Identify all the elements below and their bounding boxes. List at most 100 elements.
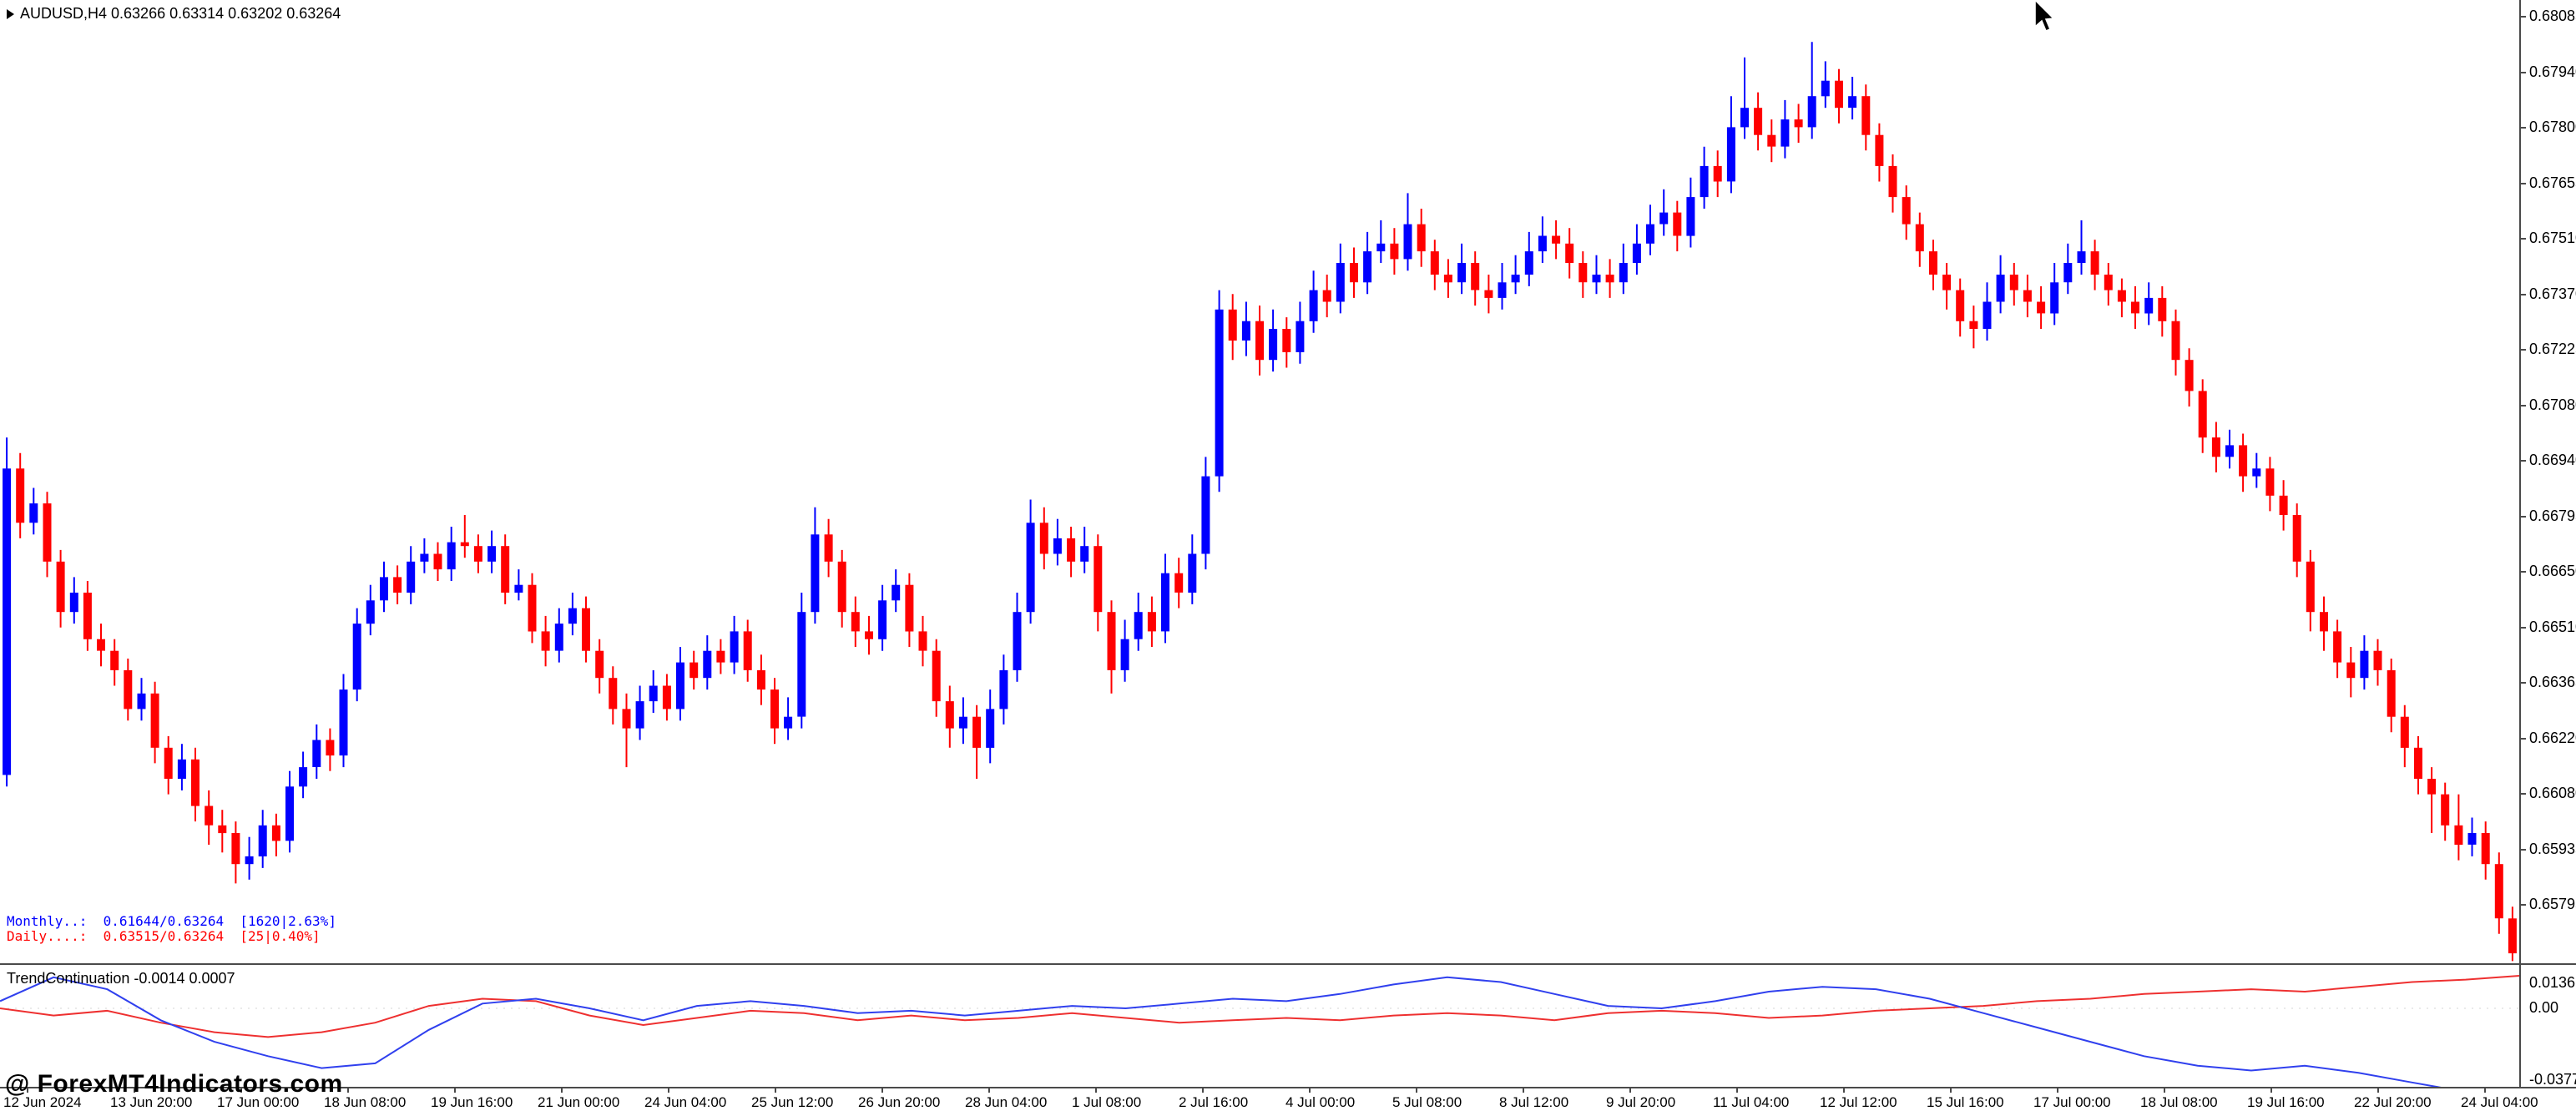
time-axis-label: 1 Jul 08:00 bbox=[1072, 1094, 1142, 1110]
chart-indicator-splitter[interactable] bbox=[0, 963, 2576, 965]
price-axis-label: 0.67655 bbox=[2529, 174, 2576, 191]
time-axis-label: 18 Jun 08:00 bbox=[324, 1094, 407, 1110]
time-axis-label: 21 Jun 00:00 bbox=[538, 1094, 620, 1110]
daily-range-overlay: Daily....: 0.63515/0.63264 [25|0.40%] bbox=[7, 928, 321, 944]
time-axis-label: 24 Jun 04:00 bbox=[644, 1094, 727, 1110]
time-axis-tick bbox=[668, 1087, 669, 1093]
indicator-axis-label-low: -0.0377 bbox=[2529, 1071, 2576, 1088]
price-axis-tick bbox=[2521, 16, 2526, 18]
price-axis-tick bbox=[2521, 404, 2526, 407]
time-axis-tick bbox=[1416, 1087, 1417, 1093]
price-axis-tick bbox=[2521, 71, 2526, 73]
price-axis-tick bbox=[2521, 737, 2526, 740]
time-axis-tick bbox=[2484, 1087, 2486, 1093]
price-axis-line bbox=[2519, 0, 2521, 1088]
time-axis-tick bbox=[347, 1087, 349, 1093]
time-axis-tick bbox=[2164, 1087, 2165, 1093]
time-axis-tick bbox=[1843, 1087, 1845, 1093]
time-axis-tick bbox=[1629, 1087, 1631, 1093]
price-axis-tick bbox=[2521, 460, 2526, 462]
symbol-marker-icon bbox=[7, 8, 14, 19]
price-axis-tick bbox=[2521, 182, 2526, 184]
time-axis-tick bbox=[134, 1087, 135, 1093]
time-axis-label: 9 Jul 20:00 bbox=[1606, 1094, 1676, 1110]
price-axis-tick bbox=[2521, 682, 2526, 684]
price-axis-tick bbox=[2521, 571, 2526, 573]
time-axis-label: 19 Jun 16:00 bbox=[431, 1094, 513, 1110]
time-axis-label: 12 Jun 2024 bbox=[3, 1094, 82, 1110]
time-axis-tick bbox=[561, 1087, 563, 1093]
time-axis-tick bbox=[988, 1087, 990, 1093]
time-axis-tick bbox=[775, 1087, 776, 1093]
time-axis-label: 5 Jul 08:00 bbox=[1392, 1094, 1462, 1110]
mouse-cursor-icon bbox=[2034, 0, 2055, 33]
time-axis-tick bbox=[1202, 1087, 1204, 1093]
time-axis-tick bbox=[2057, 1087, 2058, 1093]
symbol-ohlc-line: AUDUSD,H4 0.63266 0.63314 0.63202 0.6326… bbox=[7, 5, 341, 23]
time-axis-tick bbox=[454, 1087, 456, 1093]
price-axis-label: 0.65795 bbox=[2529, 896, 2576, 912]
symbol-ohlc-text: AUDUSD,H4 0.63266 0.63314 0.63202 0.6326… bbox=[20, 5, 341, 22]
candlestick-chart[interactable] bbox=[0, 0, 2519, 963]
time-axis-tick bbox=[1095, 1087, 1097, 1093]
price-axis-tick bbox=[2521, 127, 2526, 129]
time-axis-label: 11 Jul 04:00 bbox=[1713, 1094, 1790, 1110]
indicator-title: TrendContinuation -0.0014 0.0007 bbox=[7, 970, 235, 987]
indicator-axis-label-high: 0.0136 bbox=[2529, 974, 2576, 991]
price-axis-tick bbox=[2521, 293, 2526, 295]
time-axis-label: 18 Jul 08:00 bbox=[2140, 1094, 2218, 1110]
time-axis-tick bbox=[27, 1087, 28, 1093]
time-axis-label: 12 Jul 12:00 bbox=[1820, 1094, 1897, 1110]
time-axis-tick bbox=[1950, 1087, 1952, 1093]
price-axis-tick bbox=[2521, 238, 2526, 240]
time-axis-label: 8 Jul 12:00 bbox=[1499, 1094, 1569, 1110]
monthly-range-overlay: Monthly..: 0.61644/0.63264 [1620|2.63%] bbox=[7, 913, 336, 929]
time-axis-label: 13 Jun 20:00 bbox=[110, 1094, 193, 1110]
price-axis-label: 0.66365 bbox=[2529, 674, 2576, 690]
time-axis-separator bbox=[0, 1087, 2576, 1088]
time-axis-tick bbox=[1523, 1087, 1524, 1093]
time-axis-tick bbox=[2377, 1087, 2379, 1093]
time-axis-label: 2 Jul 16:00 bbox=[1179, 1094, 1249, 1110]
price-axis-label: 0.66795 bbox=[2529, 507, 2576, 524]
price-axis-label: 0.65935 bbox=[2529, 840, 2576, 857]
time-axis-label: 25 Jun 12:00 bbox=[751, 1094, 834, 1110]
price-axis-label: 0.67225 bbox=[2529, 341, 2576, 357]
time-axis-label: 24 Jul 04:00 bbox=[2461, 1094, 2538, 1110]
time-axis-label: 28 Jun 04:00 bbox=[965, 1094, 1048, 1110]
time-axis-tick bbox=[881, 1087, 883, 1093]
time-axis[interactable]: 12 Jun 2024 13 Jun 20:00 17 Jun 00:00 18 Ju… bbox=[0, 1087, 2576, 1110]
time-axis-label: 15 Jul 16:00 bbox=[1927, 1094, 2004, 1110]
time-axis-label: 22 Jul 20:00 bbox=[2354, 1094, 2432, 1110]
time-axis-tick bbox=[240, 1087, 242, 1093]
time-axis-tick bbox=[1309, 1087, 1311, 1093]
price-axis-label: 0.68085 bbox=[2529, 8, 2576, 24]
price-axis-tick bbox=[2521, 793, 2526, 795]
indicator-chart[interactable] bbox=[0, 965, 2519, 1087]
time-axis-label: 17 Jun 00:00 bbox=[217, 1094, 300, 1110]
time-axis-label: 17 Jul 00:00 bbox=[2033, 1094, 2111, 1110]
price-axis-tick bbox=[2521, 515, 2526, 518]
indicator-axis-label-zero: 0.00 bbox=[2529, 999, 2559, 1016]
price-axis-tick bbox=[2521, 904, 2526, 906]
watermark: @ ForexMT4Indicators.com bbox=[5, 1070, 343, 1098]
time-axis-label: 26 Jun 20:00 bbox=[858, 1094, 941, 1110]
time-axis-tick bbox=[2270, 1087, 2272, 1093]
time-axis-tick bbox=[1736, 1087, 1738, 1093]
price-axis-tick bbox=[2521, 626, 2526, 629]
time-axis-label: 4 Jul 00:00 bbox=[1285, 1094, 1356, 1110]
time-axis-label: 19 Jul 16:00 bbox=[2247, 1094, 2325, 1110]
price-axis-tick bbox=[2521, 848, 2526, 851]
